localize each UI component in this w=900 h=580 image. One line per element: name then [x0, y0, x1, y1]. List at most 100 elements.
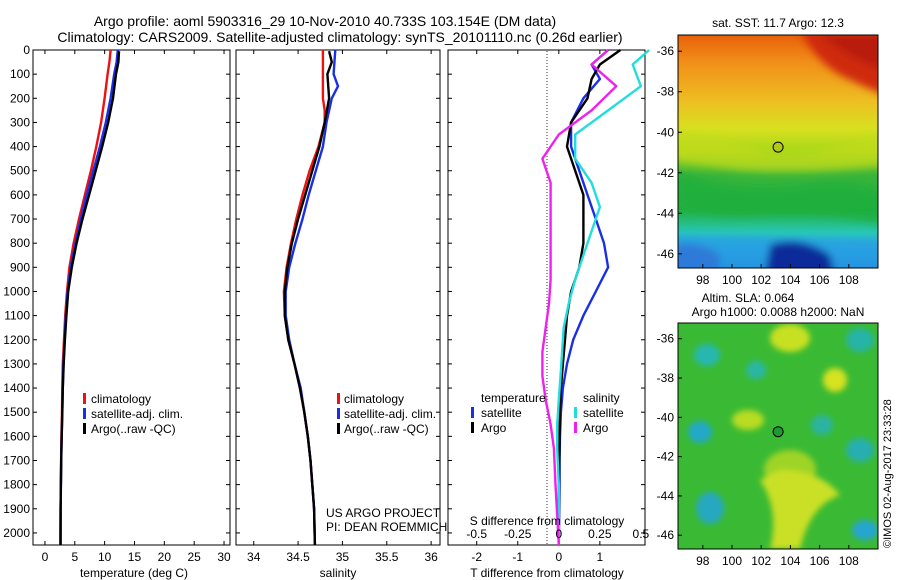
- legend-swatch-s-argo: [574, 422, 577, 433]
- temperature-depth-ticks: 0 100 200 300 400 500 600 700 800 900 1000 1100 1200…: [3, 43, 230, 540]
- depth-tick-label-300: 300: [10, 115, 30, 129]
- lat-tick-label-44: -44: [657, 489, 675, 503]
- series-line-argo-raw-qc: [283, 50, 333, 546]
- salinity-legend: climatology satellite-adj. clim. Argo(..…: [337, 392, 436, 436]
- difference-legend: temperature salinity satellite Argo sate…: [471, 391, 624, 435]
- x-tick-label-15: 15: [128, 550, 142, 564]
- difference-xlabel: T difference from climatology: [470, 566, 624, 580]
- salinity-x-ticks: 34 34.5 35 35.5 36: [247, 50, 438, 564]
- legend-label-argo: Argo(..raw -QC): [91, 422, 176, 436]
- depth-tick-label-0: 0: [23, 43, 30, 57]
- salinity-lines: [282, 49, 340, 546]
- depth-tick-label-700: 700: [10, 212, 30, 226]
- series-line-argo-raw-qc: [59, 51, 121, 546]
- temperature-xlabel: temperature (deg C): [80, 566, 188, 580]
- depth-tick-label-1900: 1900: [3, 502, 30, 516]
- lon-tick-label-100: 100: [722, 554, 742, 568]
- sst-map-image: [678, 35, 878, 268]
- sst-argo-position-marker: [772, 141, 784, 153]
- sla-argo-position-marker: [772, 426, 784, 438]
- lat-tick-label-46: -46: [657, 528, 675, 542]
- x-tick-label-0: 0: [42, 550, 49, 564]
- lat-tick-label-44: -44: [657, 206, 675, 220]
- depth-tick-label-200: 200: [10, 91, 30, 105]
- salinity-axes-frame: [235, 49, 441, 546]
- lat-tick-label-40: -40: [657, 410, 675, 424]
- legend-label-satellite: satellite-adj. clim.: [344, 407, 436, 421]
- lon-tick-label-104: 104: [780, 554, 800, 568]
- sla-map-frame: [677, 322, 879, 550]
- sla-map-title1: Altim. SLA: 0.064: [702, 291, 795, 305]
- legend-label-s-argo: Argo: [583, 421, 609, 435]
- lon-tick-label-106: 106: [810, 554, 830, 568]
- temperature-x-ticks: 0 5 10 15 20 25 30: [42, 50, 231, 564]
- credit-project: US ARGO PROJECT: [326, 506, 441, 520]
- legend-swatch-satellite: [83, 408, 86, 419]
- depth-tick-label-600: 600: [10, 188, 30, 202]
- depth-tick-label-2000: 2000: [3, 526, 30, 540]
- lon-tick-label-102: 102: [751, 273, 771, 287]
- series-line-salinity-satellite: [556, 49, 650, 545]
- x-tick-label-36: 36: [424, 550, 438, 564]
- lat-tick-label-36: -36: [657, 332, 675, 346]
- legend-swatch-climatology: [337, 393, 340, 404]
- lon-tick-label-108: 108: [839, 273, 859, 287]
- temperature-lines: [59, 49, 121, 546]
- legend-label-t-argo: Argo: [481, 421, 507, 435]
- depth-tick-label-100: 100: [10, 67, 30, 81]
- legend-swatch-t-argo: [471, 422, 474, 433]
- difference-lines: [541, 49, 650, 546]
- x-tick-label-2: -2: [471, 550, 482, 564]
- temperature-legend: climatology satellite-adj. clim. Argo(..…: [83, 392, 183, 436]
- depth-tick-label-1800: 1800: [3, 478, 30, 492]
- legend-swatch-satellite: [337, 408, 340, 419]
- s-tick-label-0-25: 0.25: [588, 527, 612, 541]
- legend-title-salinity: salinity: [583, 391, 620, 405]
- legend-swatch-s-satellite: [574, 407, 577, 418]
- difference-depth-ticks: [448, 49, 645, 534]
- lon-tick-label-108: 108: [839, 554, 859, 568]
- x-tick-label-25: 25: [188, 550, 202, 564]
- lat-tick-label-38: -38: [657, 371, 675, 385]
- series-line-climatology: [282, 50, 326, 546]
- difference-panel: -2 -1 0 1 temperature salinity satellite Ar…: [447, 49, 650, 580]
- s-tick-label-0-25: -0.25: [504, 527, 532, 541]
- legend-label-argo: Argo(..raw -QC): [344, 422, 429, 436]
- legend-label-climatology: climatology: [91, 392, 151, 406]
- legend-label-t-satellite: satellite: [481, 406, 522, 420]
- x-tick-label-10: 10: [98, 550, 112, 564]
- credit-pi: PI: DEAN ROEMMICH: [326, 520, 447, 534]
- depth-tick-label-1300: 1300: [3, 357, 30, 371]
- lat-tick-label-42: -42: [657, 166, 675, 180]
- depth-tick-label-1000: 1000: [3, 284, 30, 298]
- lat-tick-label-42: -42: [657, 450, 675, 464]
- legend-swatch-climatology: [83, 393, 86, 404]
- salinity-xlabel: salinity: [320, 566, 357, 580]
- sla-map: Altim. SLA: 0.064 Argo h1000: 0.0088 h20…: [657, 291, 879, 568]
- x-tick-label-34: 34: [247, 550, 261, 564]
- s-tick-label-0-5: 0.5: [633, 527, 650, 541]
- s-tick-label-0-5: -0.5: [466, 527, 487, 541]
- figure-title-line2: Climatology: CARS2009. Satellite-adjuste…: [57, 29, 622, 45]
- legend-title-temperature: temperature: [481, 391, 546, 405]
- depth-tick-label-1700: 1700: [3, 453, 30, 467]
- depth-tick-label-900: 900: [10, 260, 30, 274]
- lon-tick-label-98: 98: [696, 273, 710, 287]
- imos-timestamp: ©IMOS 02-Aug-2017 23:33:28: [882, 399, 894, 548]
- sst-map: sat. SST: 11.7 Argo: 12.3 98 100 102 104 106…: [657, 16, 879, 287]
- difference-axes-frame: [447, 49, 646, 546]
- difference-x-ticks: -2 -1 0 1: [471, 50, 604, 564]
- lon-tick-label-102: 102: [751, 554, 771, 568]
- depth-tick-label-500: 500: [10, 164, 30, 178]
- salinity-panel: 34 34.5 35 35.5 36 climatology satellite-adj…: [235, 49, 447, 580]
- s-tick-label-0: 0: [555, 527, 562, 541]
- lat-tick-label-46: -46: [657, 247, 675, 261]
- series-line-temperature-satellite: [557, 49, 610, 546]
- sst-map-title: sat. SST: 11.7 Argo: 12.3: [712, 16, 844, 30]
- series-line-satellite-adj-clim: [59, 49, 119, 546]
- lat-tick-label-40: -40: [657, 125, 675, 139]
- salinity-difference-ticks: -0.5 -0.25 0 0.25 0.5: [466, 527, 649, 541]
- depth-tick-label-1100: 1100: [4, 309, 30, 323]
- legend-label-satellite: satellite-adj. clim.: [91, 407, 183, 421]
